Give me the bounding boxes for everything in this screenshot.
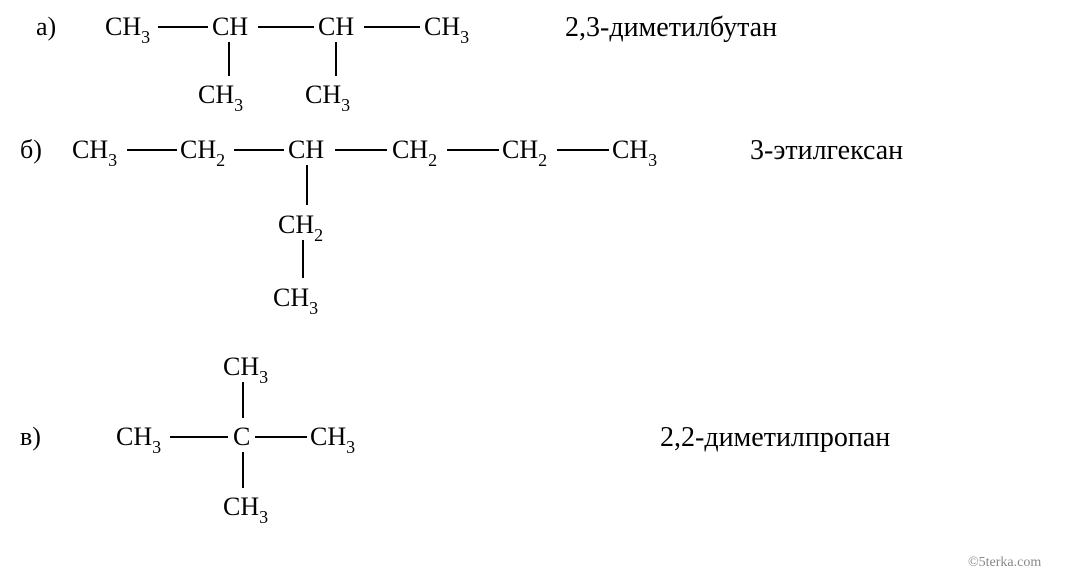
bond-v xyxy=(335,42,337,76)
bond-h xyxy=(364,26,420,28)
bond-h xyxy=(158,26,208,28)
bond-h xyxy=(447,149,499,151)
atom-v-3-1: CH3 xyxy=(223,492,268,526)
atom-v-1-1: CH3 xyxy=(223,352,268,386)
atom-b-1-1: CH3 xyxy=(72,135,117,169)
atom-b-1-2: CH2 xyxy=(180,135,225,169)
atom-b-3-1: CH3 xyxy=(273,283,318,317)
label-a: а) xyxy=(36,12,56,42)
diagram-container: а) CH3 CH CH CH3 CH3 CH3 2,3-диметилбута… xyxy=(0,0,1068,577)
bond-v xyxy=(302,240,304,278)
atom-v-2-1: CH3 xyxy=(116,422,161,456)
bond-h xyxy=(255,436,307,438)
label-b: б) xyxy=(20,135,42,165)
bond-v xyxy=(242,382,244,418)
watermark: ©5terka.com xyxy=(968,555,1041,571)
atom-a-1-4: CH3 xyxy=(424,12,469,46)
atom-a-1-1: CH3 xyxy=(105,12,150,46)
bond-h xyxy=(258,26,314,28)
atom-v-2-3: CH3 xyxy=(310,422,355,456)
name-a: 2,3-диметилбутан xyxy=(565,12,777,44)
atom-a-1-2: CH xyxy=(212,12,248,42)
atom-b-1-5: CH2 xyxy=(502,135,547,169)
bond-h xyxy=(335,149,387,151)
atom-b-2-1: CH2 xyxy=(278,210,323,244)
atom-b-1-6: CH3 xyxy=(612,135,657,169)
bond-h xyxy=(557,149,609,151)
atom-b-1-3: CH xyxy=(288,135,324,165)
bond-v xyxy=(228,42,230,76)
atom-b-1-4: CH2 xyxy=(392,135,437,169)
label-v: в) xyxy=(20,422,41,452)
atom-a-1-3: CH xyxy=(318,12,354,42)
name-b: 3-этилгексан xyxy=(750,135,903,167)
bond-h xyxy=(170,436,228,438)
bond-h xyxy=(234,149,284,151)
name-v: 2,2-диметилпропан xyxy=(660,422,890,454)
atom-a-2-2: CH3 xyxy=(305,80,350,114)
bond-v xyxy=(306,165,308,205)
atom-a-2-1: CH3 xyxy=(198,80,243,114)
bond-v xyxy=(242,452,244,488)
atom-v-2-2: C xyxy=(233,422,250,452)
bond-h xyxy=(127,149,177,151)
